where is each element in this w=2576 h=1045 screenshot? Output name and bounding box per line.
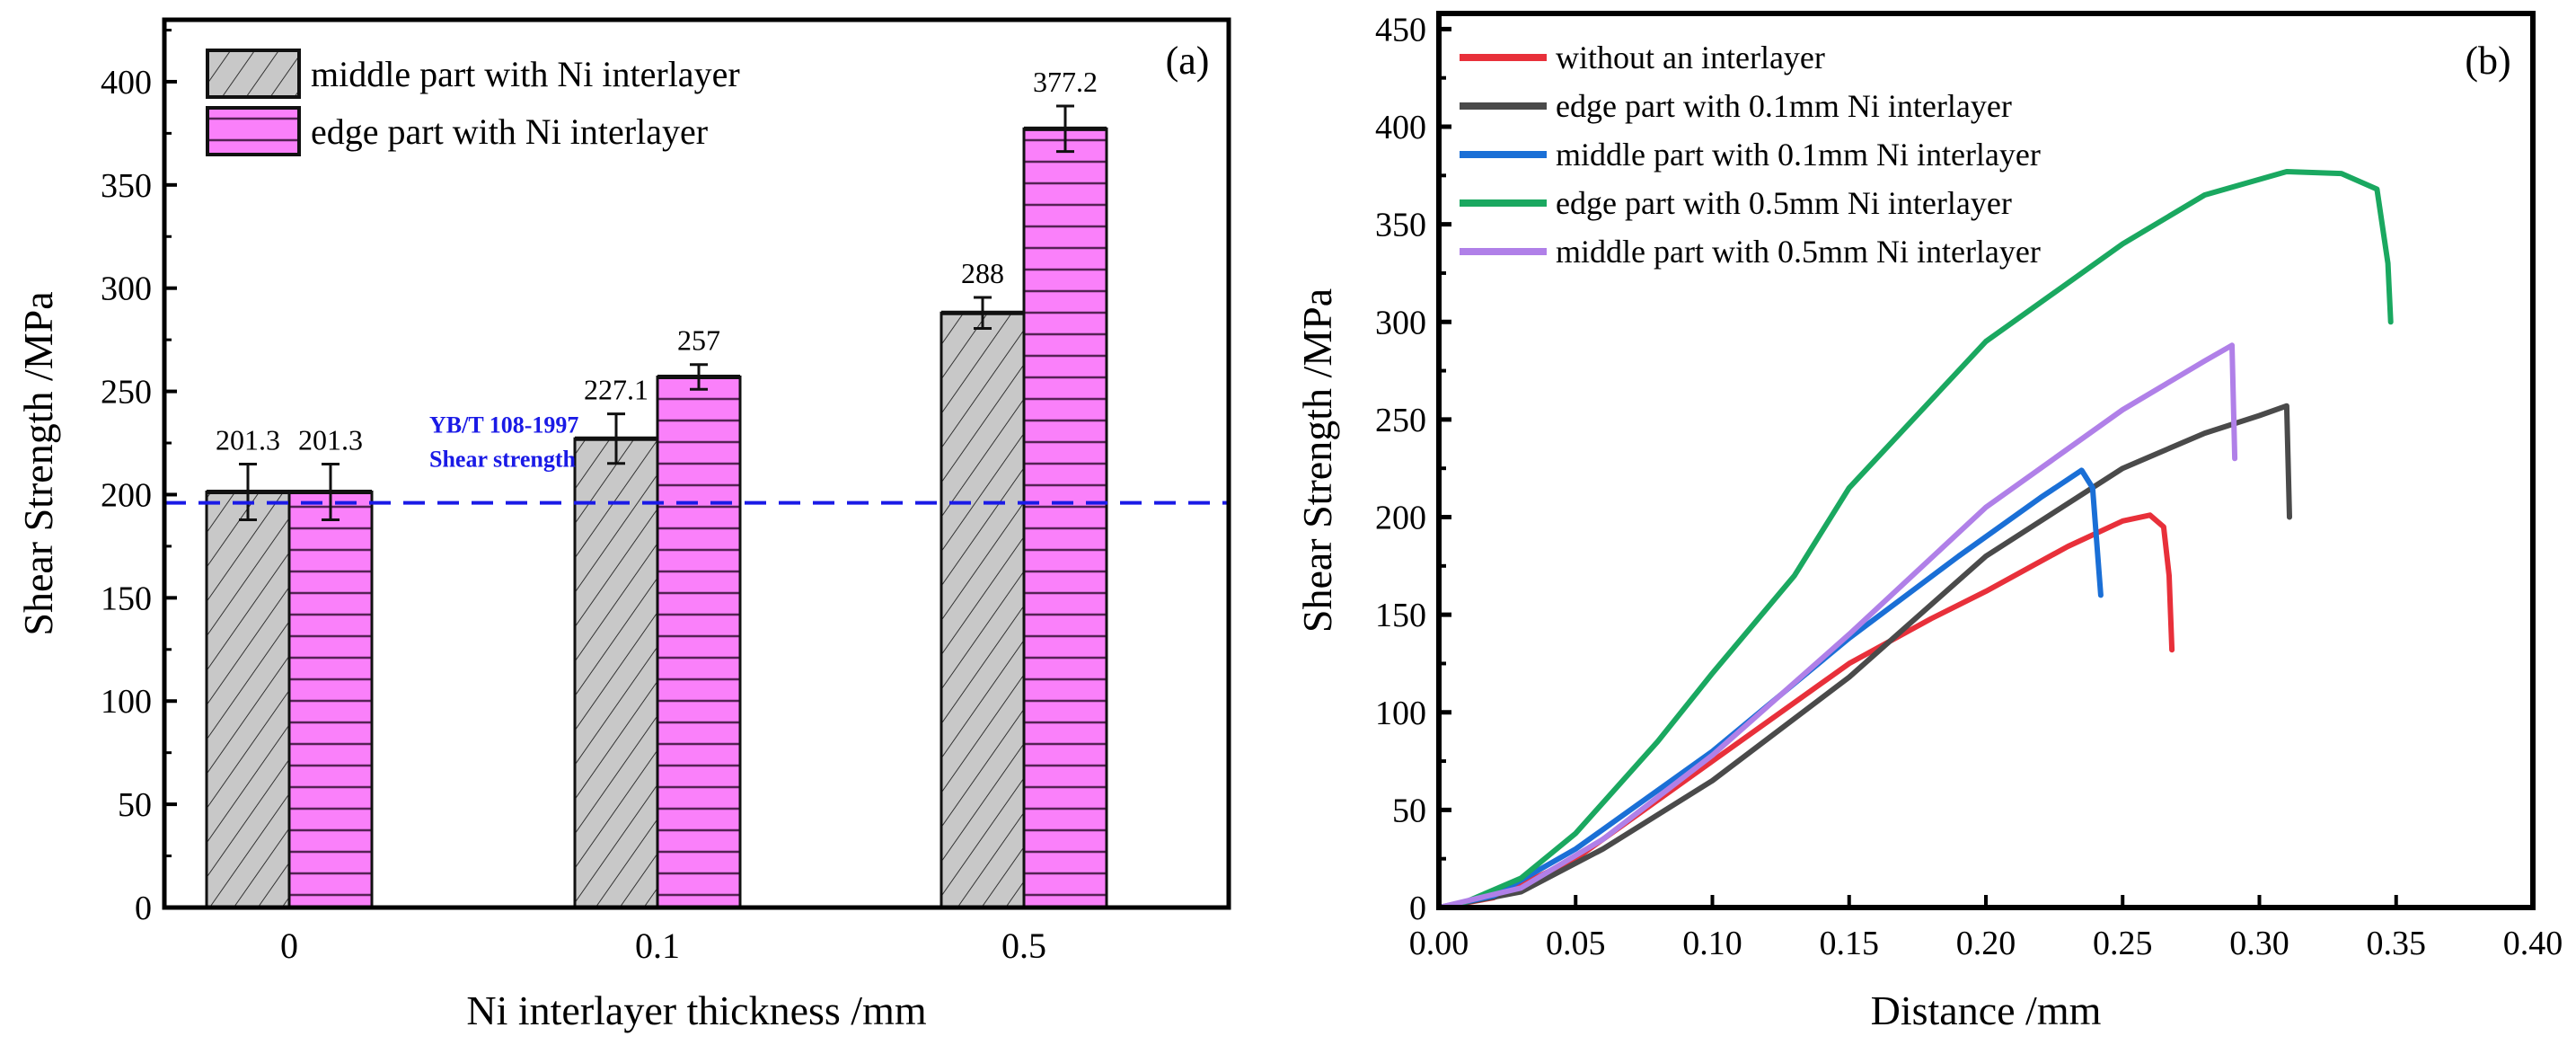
bar-middle bbox=[573, 437, 659, 909]
y-tick-label: 200 bbox=[101, 476, 152, 514]
panel-b-line-chart: 0 50 100 150 200 250 300 350 400 450 0.00 0.05 0.10 0… bbox=[1294, 11, 2563, 1033]
reference-label: YB/T 108-1997 bbox=[429, 412, 578, 438]
series-line-4 bbox=[1436, 342, 2238, 910]
data-label: 377.2 bbox=[1033, 66, 1098, 98]
series-line-2 bbox=[1436, 467, 2104, 910]
y-tick-label: 100 bbox=[101, 683, 152, 721]
y-tick-label: 200 bbox=[1375, 500, 1426, 537]
y-tick-label: 400 bbox=[101, 64, 152, 102]
bar-middle bbox=[205, 490, 291, 909]
y-axis-title: Shear Strength /MPa bbox=[15, 291, 61, 635]
plot-frame bbox=[1436, 11, 2536, 910]
bar-edge bbox=[1022, 127, 1108, 909]
bar-edge bbox=[656, 375, 742, 909]
x-tick-label: 0.35 bbox=[2367, 925, 2427, 962]
plot-frame bbox=[162, 17, 1231, 910]
data-label: 201.3 bbox=[216, 423, 280, 456]
y-axis-title: Shear Strength /MPa bbox=[1294, 288, 1340, 633]
data-label: 201.3 bbox=[298, 423, 363, 456]
panel-label: (a) bbox=[1166, 39, 1210, 83]
x-tick-label: 0.00 bbox=[1409, 925, 1469, 962]
y-tick-label: 250 bbox=[1375, 402, 1426, 439]
y-tick-label: 350 bbox=[101, 167, 152, 205]
x-tick-label: 0.10 bbox=[1682, 925, 1742, 962]
x-tick-label: 0.40 bbox=[2503, 925, 2563, 962]
legend-label: middle part with Ni interlayer bbox=[311, 54, 740, 94]
y-tick-label: 300 bbox=[1375, 304, 1426, 341]
legend-label: edge part with 0.1mm Ni interlayer bbox=[1556, 88, 2012, 124]
series-line-1 bbox=[1436, 403, 2292, 910]
y-tick-label: 150 bbox=[101, 580, 152, 617]
x-axis-title: Ni interlayer thickness /mm bbox=[466, 987, 926, 1033]
data-label: 257 bbox=[677, 324, 720, 357]
y-tick-label: 350 bbox=[1375, 207, 1426, 244]
legend-label: middle part with 0.1mm Ni interlayer bbox=[1556, 137, 2041, 173]
bar-edge bbox=[287, 490, 374, 909]
y-tick-label: 400 bbox=[1375, 109, 1426, 146]
legend-label: middle part with 0.5mm Ni interlayer bbox=[1556, 234, 2041, 270]
legend-label: edge part with Ni interlayer bbox=[311, 111, 708, 152]
y-tick-label: 300 bbox=[101, 270, 152, 308]
x-tick-label: 0.25 bbox=[2093, 925, 2153, 962]
reference-label: Shear strength bbox=[429, 447, 577, 473]
y-tick-label: 250 bbox=[101, 374, 152, 412]
data-label: 227.1 bbox=[584, 374, 648, 406]
y-tick-label: 450 bbox=[1375, 11, 1426, 49]
legend-label: edge part with 0.5mm Ni interlayer bbox=[1556, 185, 2012, 221]
x-tick-label: 0.30 bbox=[2229, 925, 2289, 962]
series-line-0 bbox=[1436, 512, 2175, 910]
x-tick-label: 0.05 bbox=[1546, 925, 1606, 962]
legend-swatch bbox=[206, 49, 301, 99]
y-tick-label: 50 bbox=[118, 786, 152, 824]
x-tick-label: 0.1 bbox=[635, 925, 680, 966]
y-tick-label: 50 bbox=[1392, 792, 1426, 829]
y-tick-label: 100 bbox=[1375, 695, 1426, 732]
data-label: 288 bbox=[961, 257, 1004, 289]
panel-a-bar-chart: 0 50 100 150 200 250 300 350 400 0 0.1 0.5 201.3 227.… bbox=[15, 17, 1231, 1033]
bar-middle bbox=[940, 311, 1026, 909]
panel-label: (b) bbox=[2465, 39, 2510, 83]
x-axis-title: Distance /mm bbox=[1871, 987, 2102, 1033]
x-tick-label: 0.20 bbox=[1956, 925, 2016, 962]
legend-swatch bbox=[206, 106, 301, 156]
legend-label: without an interlayer bbox=[1556, 40, 1825, 75]
series-line-3 bbox=[1436, 169, 2394, 910]
x-tick-label: 0.15 bbox=[1820, 925, 1880, 962]
y-tick-label: 0 bbox=[135, 890, 152, 927]
y-tick-label: 0 bbox=[1409, 890, 1426, 927]
x-tick-label: 0.5 bbox=[1001, 925, 1046, 966]
x-tick-label: 0 bbox=[280, 925, 298, 966]
y-tick-label: 150 bbox=[1375, 597, 1426, 634]
